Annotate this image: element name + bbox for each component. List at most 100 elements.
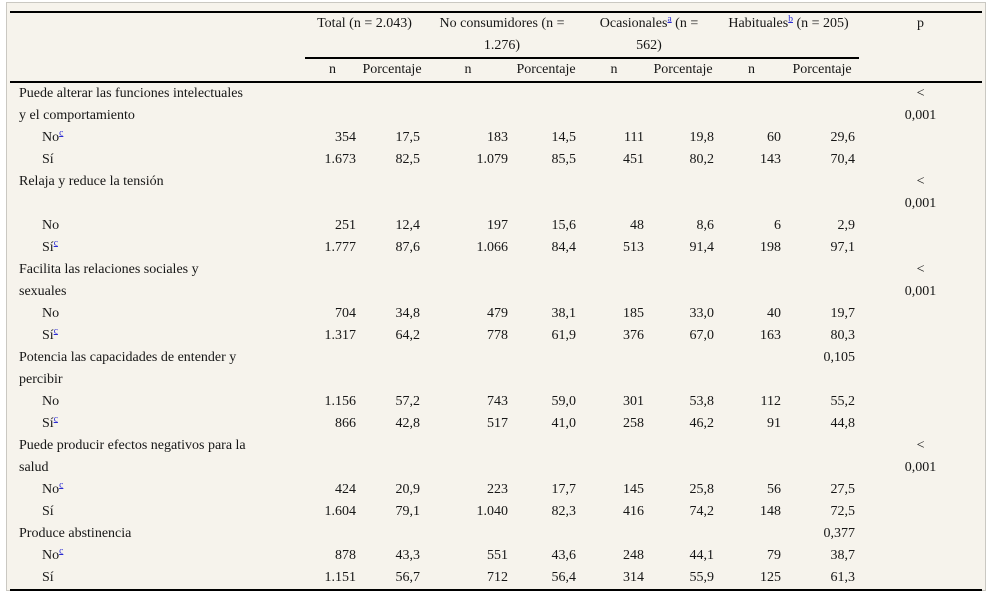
empty-cell — [360, 82, 424, 127]
empty-cell — [424, 523, 512, 545]
row-label-column-header — [10, 12, 305, 58]
group-title: Habituales — [728, 16, 789, 31]
value-cell: 866 — [335, 416, 356, 431]
answer-label-text: Sí — [42, 416, 54, 431]
category-row: Potencia las capacidades de entender y pe… — [10, 347, 982, 391]
value-cell: 79,1 — [395, 504, 421, 519]
value-cell: 97,1 — [830, 240, 856, 255]
footnote-link-c[interactable]: c — [53, 414, 58, 425]
value-cell: 1.673 — [324, 152, 357, 167]
group-title-line2: 1.276) — [483, 38, 521, 53]
empty-cell — [360, 347, 424, 391]
group-header-total: Total (n = 2.043) — [305, 12, 425, 59]
footnote-link-c[interactable]: c — [59, 128, 64, 139]
subheader-porcentaje: Porcentaje — [360, 58, 425, 83]
value-cell: 258 — [623, 416, 645, 431]
group-title: Ocasionales — [599, 16, 668, 31]
empty-cell — [305, 523, 360, 545]
empty-cell — [424, 171, 512, 215]
p-value-line: 0,001 — [904, 284, 937, 299]
empty-cell — [785, 435, 859, 479]
value-cell: 61,3 — [830, 570, 856, 585]
empty-cell — [718, 171, 785, 215]
value-cell: 29,6 — [830, 130, 856, 145]
value-cell: 354 — [335, 130, 356, 145]
value-cell: 19,7 — [830, 306, 856, 321]
answer-label-text: Sí — [42, 504, 54, 519]
p-value: <0,001 — [859, 259, 982, 303]
subheader-porcentaje: Porcentaje — [648, 58, 719, 83]
value-cell: 248 — [623, 548, 645, 563]
value-cell: 145 — [623, 482, 645, 497]
group-header-no-consumidores: No consumidores (n = 1.276) — [424, 12, 581, 59]
value-cell: 183 — [487, 130, 509, 145]
value-cell: 2,9 — [837, 218, 856, 233]
value-cell: 43,3 — [395, 548, 421, 563]
value-cell: 33,0 — [689, 306, 715, 321]
value-cell: 1.604 — [324, 504, 357, 519]
value-cell: 38,7 — [830, 548, 856, 563]
empty-cell — [305, 259, 360, 303]
category-label-line: Puede alterar las funciones intelectuale… — [19, 86, 243, 101]
value-cell: 1.079 — [476, 152, 509, 167]
value-cell: 416 — [623, 504, 645, 519]
p-value: <0,001 — [859, 171, 982, 215]
answer-row: Noc 354 17,5 183 14,5 111 19,8 60 29,6 — [10, 127, 982, 149]
p-value: <0,001 — [859, 435, 982, 479]
answer-row: Síc 1.317 64,2 778 61,9 376 67,0 163 80,3 — [10, 325, 982, 347]
footnote-link-c[interactable]: c — [59, 546, 64, 557]
value-cell: 376 — [623, 328, 645, 343]
answer-label: Noc — [10, 545, 305, 567]
footnote-link-c[interactable]: c — [53, 238, 58, 249]
group-title-rest: (n = — [671, 16, 699, 31]
value-cell: 743 — [487, 394, 509, 409]
value-cell: 59,0 — [551, 394, 577, 409]
empty-cell — [859, 545, 982, 567]
value-cell: 1.777 — [324, 240, 357, 255]
footnote-link-c[interactable]: c — [59, 480, 64, 491]
empty-cell — [580, 259, 648, 303]
answer-label: Síc — [10, 237, 305, 259]
value-cell: 125 — [760, 570, 782, 585]
value-cell: 82,3 — [551, 504, 577, 519]
empty-cell — [360, 171, 424, 215]
value-cell: 111 — [624, 130, 645, 145]
group-title: No consumidores (n = — [439, 16, 565, 31]
table-frame: Total (n = 2.043) No consumidores (n = 1… — [6, 2, 986, 591]
value-cell: 72,5 — [830, 504, 856, 519]
empty-cell — [512, 171, 580, 215]
empty-cell — [424, 82, 512, 127]
footnote-link-c[interactable]: c — [53, 326, 58, 337]
answer-label-text: Sí — [42, 152, 54, 167]
category-label-line: Puede producir efectos negativos para la — [19, 438, 246, 453]
empty-cell — [305, 82, 360, 127]
value-cell: 25,8 — [689, 482, 715, 497]
value-cell: 43,6 — [551, 548, 577, 563]
value-cell: 44,1 — [689, 548, 715, 563]
value-cell: 112 — [760, 394, 782, 409]
value-cell: 704 — [335, 306, 356, 321]
answer-label-text: Sí — [42, 328, 54, 343]
footnote-link-b[interactable]: b — [788, 14, 793, 25]
value-cell: 163 — [760, 328, 782, 343]
answer-label: No — [10, 303, 305, 325]
value-cell: 61,9 — [551, 328, 577, 343]
category-row: Facilita las relaciones sociales y sexual… — [10, 259, 982, 303]
footnote-link-a[interactable]: a — [667, 14, 672, 25]
empty-cell — [859, 413, 982, 435]
group-title-rest: (n = 205) — [792, 16, 849, 31]
empty-cell — [859, 127, 982, 149]
p-value-line: < — [916, 174, 925, 189]
subheader-n: n — [580, 58, 649, 83]
category-label-line: sexuales — [19, 284, 67, 299]
empty-cell — [360, 435, 424, 479]
answer-row: Sí 1.604 79,1 1.040 82,3 416 74,2 148 72,5 — [10, 501, 982, 523]
p-value-line: < — [916, 262, 925, 277]
empty-cell — [718, 259, 785, 303]
answer-label: Sí — [10, 149, 305, 171]
value-cell: 19,8 — [689, 130, 715, 145]
value-cell: 513 — [623, 240, 645, 255]
answer-label: Síc — [10, 413, 305, 435]
value-cell: 424 — [335, 482, 356, 497]
value-cell: 53,8 — [689, 394, 715, 409]
